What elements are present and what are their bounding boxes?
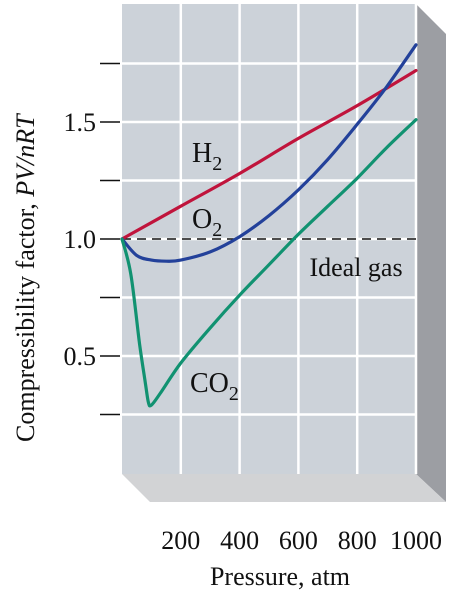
y-tick-label: 1.5 [64,108,97,137]
series-line-co2 [120,118,418,408]
y-tick-label: 1.0 [64,225,97,254]
x-tick-label: 800 [338,526,377,555]
series-line-o2 [120,43,418,263]
plot-floor [122,474,446,502]
x-tick-label: 1000 [390,526,442,555]
x-tick-label: 600 [279,526,318,555]
series-label-h2: H2 [192,138,222,175]
y-axis: 0.5 1.0 1.5 [64,62,120,416]
y-axis-label: Compressibility factor, PV/nRT [11,113,40,442]
plot-side-panel [416,4,446,502]
grid [122,4,418,474]
series-line-h2 [120,68,418,241]
x-tick-label: 400 [220,526,259,555]
y-tick-label: 0.5 [64,342,97,371]
series-label-o2: O2 [192,204,222,241]
ideal-gas-label: Ideal gas [309,253,402,282]
series-labels: H2 O2 CO2 [190,138,239,405]
ideal-gas-reference: Ideal gas [122,238,416,282]
series-label-co2: CO2 [190,368,239,405]
x-axis-label: Pressure, atm [210,562,350,591]
series-lines [120,43,418,408]
x-axis: 200 400 600 800 1000 [161,526,442,555]
x-tick-label: 200 [161,526,200,555]
